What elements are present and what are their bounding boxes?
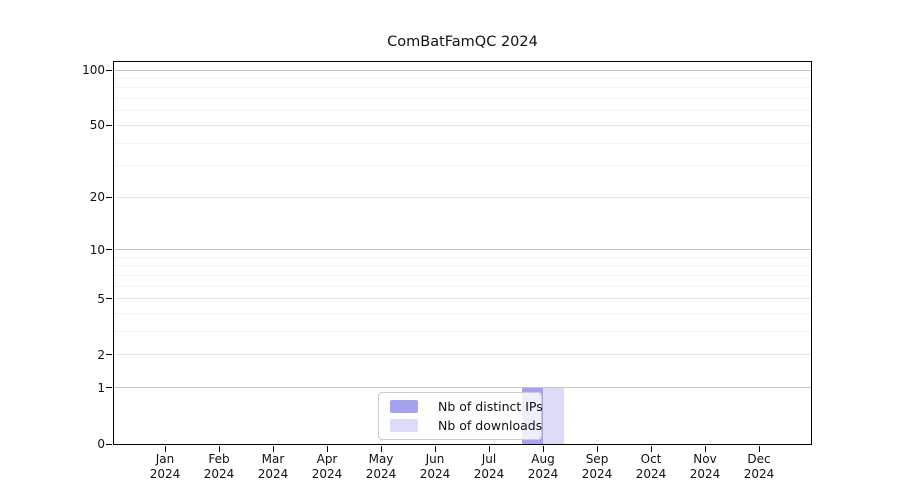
gridline-minor <box>114 98 811 100</box>
legend-swatch-downloads <box>390 419 418 432</box>
gridline-minor <box>114 313 811 315</box>
gridline-minor <box>114 265 811 267</box>
y-tick-label: 100 <box>82 63 105 77</box>
y-tick-label: 20 <box>89 190 105 205</box>
gridline-minor <box>114 165 811 167</box>
legend: Nb of distinct IPs Nb of downloads <box>378 392 543 440</box>
x-tick <box>542 446 544 452</box>
x-tick-label: May 2024 <box>365 452 397 481</box>
gridline-major <box>114 69 811 71</box>
gridline-minor <box>114 87 811 89</box>
legend-item-distinct-ips: Nb of distinct IPs <box>390 399 543 414</box>
gridline-major <box>114 196 811 198</box>
x-tick <box>596 446 598 452</box>
y-tick <box>106 443 112 445</box>
chart-title: ComBatFamQC 2024 <box>387 34 538 50</box>
gridline-minor <box>114 274 811 276</box>
x-tick <box>218 446 220 452</box>
x-tick-label: Nov 2024 <box>689 452 721 481</box>
gridline-minor <box>114 77 811 79</box>
x-tick <box>650 446 652 452</box>
gridline-major <box>114 249 811 251</box>
y-tick <box>106 69 112 71</box>
y-tick-label: 1 <box>97 380 105 395</box>
x-tick-label: Apr 2024 <box>311 452 343 481</box>
x-tick-label: Feb 2024 <box>203 452 235 481</box>
x-tick <box>380 446 382 452</box>
x-tick-label: Jun 2024 <box>419 452 451 481</box>
gridline-major <box>114 387 811 389</box>
y-tick <box>106 298 112 300</box>
y-tick <box>106 196 112 198</box>
x-tick-label: Jul 2024 <box>473 452 505 481</box>
legend-label-downloads: Nb of downloads <box>438 418 543 433</box>
gridline-major <box>114 298 811 300</box>
x-tick <box>434 446 436 452</box>
gridline-minor <box>114 142 811 144</box>
x-tick <box>164 446 166 452</box>
legend-swatch-distinct-ips <box>390 400 418 413</box>
x-tick <box>488 446 490 452</box>
x-tick-label: Mar 2024 <box>257 452 289 481</box>
plot-area: Nb of distinct IPs Nb of downloads <box>106 61 812 452</box>
legend-item-downloads: Nb of downloads <box>390 418 542 433</box>
y-tick-label: 10 <box>89 242 105 257</box>
y-tick-label: 5 <box>97 291 105 306</box>
bar-downloads <box>543 387 564 444</box>
y-tick-label: 50 <box>89 118 105 133</box>
x-tick-label: Aug 2024 <box>527 452 559 481</box>
gridline-major <box>114 124 811 126</box>
x-tick <box>272 446 274 452</box>
y-tick <box>106 387 112 389</box>
x-tick <box>326 446 328 452</box>
x-tick-label: Dec 2024 <box>743 452 775 481</box>
y-tick <box>106 124 112 126</box>
gridline-major <box>114 354 811 356</box>
y-tick-label: 0 <box>97 437 105 451</box>
x-tick <box>704 446 706 452</box>
x-tick-label: Sep 2024 <box>581 452 613 481</box>
gridline-minor <box>114 285 811 287</box>
gridline-minor <box>114 110 811 112</box>
gridline-minor <box>114 256 811 258</box>
y-tick <box>106 249 112 251</box>
y-tick-label: 2 <box>97 347 105 362</box>
legend-label-distinct-ips: Nb of distinct IPs <box>438 399 543 414</box>
x-tick <box>758 446 760 452</box>
x-tick-label: Oct 2024 <box>635 452 667 481</box>
x-tick-label: Jan 2024 <box>149 452 181 481</box>
y-tick <box>106 354 112 356</box>
gridline-minor <box>114 331 811 333</box>
